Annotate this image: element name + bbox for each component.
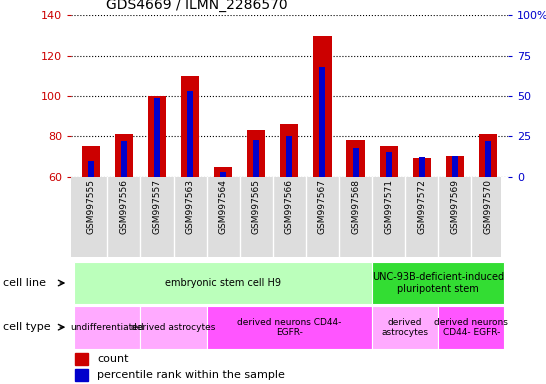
- Text: derived
astrocytes: derived astrocytes: [382, 318, 429, 337]
- Text: embryonic stem cell H9: embryonic stem cell H9: [165, 278, 281, 288]
- Bar: [140, 306, 206, 349]
- Text: GSM997556: GSM997556: [120, 179, 128, 234]
- Text: GSM997555: GSM997555: [86, 179, 96, 234]
- Bar: [319, 67, 325, 177]
- Bar: [148, 96, 166, 177]
- Text: GSM997557: GSM997557: [152, 179, 162, 234]
- Bar: [347, 141, 365, 177]
- Text: GSM997565: GSM997565: [252, 179, 261, 234]
- Bar: [75, 369, 88, 381]
- Bar: [115, 134, 133, 177]
- Bar: [385, 152, 391, 177]
- Text: undifferentiated: undifferentiated: [70, 323, 144, 332]
- Text: cell line: cell line: [3, 278, 46, 288]
- Text: derived astrocytes: derived astrocytes: [132, 323, 216, 332]
- Bar: [485, 141, 491, 177]
- Text: UNC-93B-deficient-induced
pluripotent stem: UNC-93B-deficient-induced pluripotent st…: [372, 272, 505, 295]
- Text: percentile rank within the sample: percentile rank within the sample: [97, 370, 285, 381]
- Bar: [313, 36, 331, 177]
- Bar: [121, 141, 127, 177]
- Bar: [446, 157, 464, 177]
- Bar: [253, 139, 259, 177]
- Bar: [452, 156, 458, 177]
- Text: GSM997564: GSM997564: [219, 179, 228, 234]
- Text: GSM997571: GSM997571: [384, 179, 393, 234]
- Bar: [220, 172, 226, 177]
- Text: GSM997568: GSM997568: [351, 179, 360, 234]
- Bar: [419, 157, 425, 177]
- Text: GSM997563: GSM997563: [186, 179, 194, 234]
- Bar: [74, 306, 140, 349]
- Bar: [353, 147, 359, 177]
- Bar: [74, 262, 372, 305]
- Text: GSM997569: GSM997569: [450, 179, 459, 234]
- Text: cell type: cell type: [3, 322, 50, 332]
- Text: GDS4669 / ILMN_2286570: GDS4669 / ILMN_2286570: [106, 0, 288, 12]
- Bar: [413, 159, 431, 177]
- Bar: [82, 146, 100, 177]
- Text: derived neurons
CD44- EGFR-: derived neurons CD44- EGFR-: [435, 318, 508, 337]
- Text: count: count: [97, 354, 129, 364]
- Bar: [206, 306, 372, 349]
- Text: derived neurons CD44-
EGFR-: derived neurons CD44- EGFR-: [237, 318, 342, 337]
- Text: GSM997566: GSM997566: [285, 179, 294, 234]
- Bar: [88, 161, 94, 177]
- Text: GSM997572: GSM997572: [417, 179, 426, 234]
- Bar: [287, 136, 292, 177]
- Bar: [247, 130, 265, 177]
- Text: GSM997570: GSM997570: [483, 179, 492, 234]
- Bar: [280, 124, 299, 177]
- Bar: [479, 134, 497, 177]
- Bar: [372, 262, 505, 305]
- Bar: [372, 306, 438, 349]
- Text: GSM997567: GSM997567: [318, 179, 327, 234]
- Bar: [214, 167, 232, 177]
- Bar: [379, 146, 397, 177]
- Bar: [438, 306, 505, 349]
- Bar: [75, 353, 88, 365]
- Bar: [154, 98, 160, 177]
- Bar: [181, 76, 199, 177]
- Bar: [187, 91, 193, 177]
